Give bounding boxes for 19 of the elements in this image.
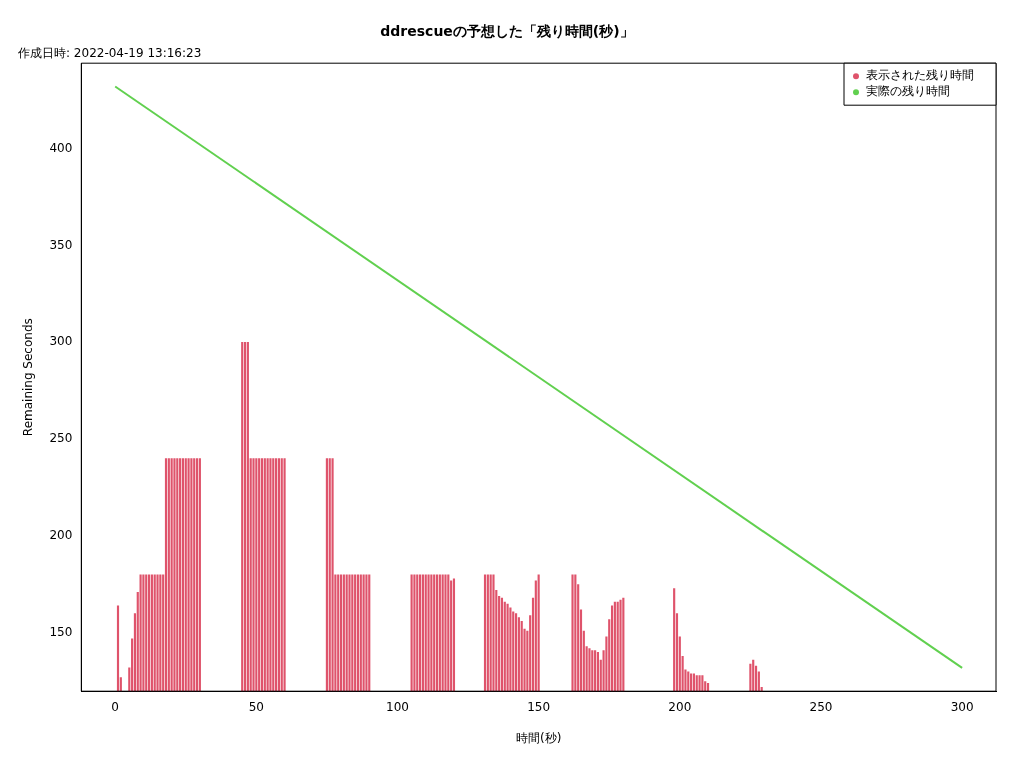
legend-label: 表示された残り時間 (866, 68, 974, 83)
x-tick-label: 300 (950, 699, 974, 714)
x-tick-label: 0 (111, 699, 119, 714)
y-tick-label: 150 (49, 625, 73, 640)
x-tick-label: 150 (527, 699, 551, 714)
x-tick-label: 250 (809, 699, 833, 714)
x-axis-title: 時間(秒) (515, 730, 562, 745)
y-tick-label: 200 (49, 528, 73, 543)
x-tick-label: 200 (668, 699, 692, 714)
y-tick-label: 400 (49, 140, 73, 155)
y-axis-title: Remaining Seconds (21, 318, 36, 437)
x-tick-label: 100 (386, 699, 409, 714)
chart-title: ddrescueの予想した「残り時間(秒)」 (380, 23, 634, 40)
x-tick-label: 50 (248, 699, 264, 714)
y-tick-label: 350 (49, 237, 73, 252)
y-tick-label: 250 (49, 431, 73, 446)
legend-label: 実際の残り時間 (866, 84, 950, 99)
y-tick-label: 300 (49, 334, 73, 349)
chart-subtitle: 作成日時: 2022-04-19 13:16:23 (17, 46, 202, 61)
